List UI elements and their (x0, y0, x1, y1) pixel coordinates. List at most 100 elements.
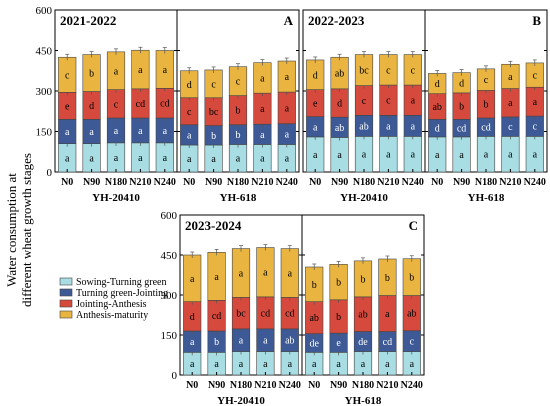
significance-letter: b (336, 278, 341, 289)
significance-letter: c (508, 122, 513, 133)
x-tick-label: N0 (309, 177, 321, 188)
panel-label: A (284, 13, 294, 28)
cultivar-label: YH-618 (220, 192, 257, 204)
significance-letter: bc (209, 107, 219, 118)
significance-letter: a (65, 153, 70, 164)
significance-letter: ab (358, 310, 367, 321)
y-tick-label: 450 (161, 250, 178, 262)
significance-letter: d (459, 78, 464, 89)
y-tick-label: 0 (47, 167, 53, 179)
significance-letter: b (211, 131, 216, 142)
significance-letter: b (385, 273, 390, 284)
significance-letter: a (190, 274, 195, 285)
x-tick-label: N90 (330, 380, 347, 391)
significance-letter: cd (285, 309, 294, 320)
panel-title: 2023-2024 (185, 218, 242, 233)
significance-letter: a (114, 153, 119, 164)
significance-letter: a (163, 65, 168, 76)
x-tick-label: N90 (331, 177, 348, 188)
legend-swatch (59, 299, 73, 308)
significance-letter: e (65, 101, 70, 112)
x-tick-label: N240 (279, 380, 301, 391)
significance-letter: e (336, 338, 341, 349)
cultivar-label: YH-20410 (217, 395, 265, 406)
significance-letter: b (409, 273, 414, 284)
significance-letter: c (484, 75, 489, 86)
significance-letter: a (385, 309, 390, 320)
significance-letter: a (65, 127, 70, 138)
significance-letter: b (484, 100, 489, 111)
significance-letter: a (285, 103, 290, 114)
significance-letter: a (288, 359, 293, 370)
panel-title: 2021-2022 (60, 13, 116, 28)
significance-letter: c (386, 96, 391, 107)
significance-letter: d (435, 124, 440, 135)
x-tick-label: N180 (227, 177, 249, 188)
significance-letter: a (138, 65, 143, 76)
significance-letter: d (187, 80, 192, 91)
significance-letter: a (263, 359, 268, 370)
significance-letter: d (190, 312, 195, 323)
significance-letter: a (459, 150, 464, 161)
x-tick-label: N0 (431, 177, 443, 188)
significance-letter: a (361, 359, 366, 370)
legend-label: Sowing-Turning green (76, 277, 166, 288)
y-tick-label: 0 (172, 370, 178, 382)
x-tick-label: N210 (376, 380, 398, 391)
significance-letter: b (214, 337, 219, 348)
y-tick-label: 300 (161, 290, 178, 302)
significance-letter: a (435, 150, 440, 161)
x-tick-label: N240 (276, 177, 298, 188)
legend-label: Jointing-Anthesis (76, 299, 147, 310)
y-tick-label: 600 (36, 5, 53, 17)
y-tick-label: 600 (161, 210, 178, 222)
x-tick-label: N240 (402, 177, 424, 188)
significance-letter: a (410, 359, 415, 370)
x-tick-label: N90 (208, 380, 225, 391)
significance-letter: a (386, 150, 391, 161)
significance-letter: cd (212, 311, 221, 322)
significance-letter: bc (359, 66, 369, 77)
x-tick-label: N210 (254, 380, 276, 391)
x-tick-label: N210 (129, 177, 151, 188)
significance-letter: a (190, 337, 195, 348)
significance-letter: b (236, 130, 241, 141)
significance-letter: ab (359, 121, 368, 132)
y-tick-label: 300 (36, 86, 53, 98)
significance-letter: a (114, 66, 119, 77)
significance-letter: a (362, 150, 367, 161)
significance-letter: c (411, 65, 416, 76)
x-tick-label: N180 (352, 380, 374, 391)
significance-letter: a (508, 98, 513, 109)
significance-letter: c (114, 99, 119, 110)
significance-letter: a (187, 154, 192, 165)
significance-letter: a (411, 150, 416, 161)
significance-letter: d (89, 101, 94, 112)
significance-letter: c (236, 77, 241, 88)
significance-letter: a (260, 73, 265, 84)
y-tick-label: 450 (36, 46, 53, 58)
cultivar-label: YH-618 (345, 395, 382, 406)
significance-letter: a (260, 104, 265, 115)
significance-letter: b (312, 280, 317, 291)
legend-swatch (59, 310, 73, 319)
legend-label: Anthesis-maturity (76, 310, 148, 321)
significance-letter: a (211, 154, 216, 165)
significance-letter: a (114, 126, 119, 137)
significance-letter: b (89, 69, 94, 80)
significance-letter: a (190, 359, 195, 370)
significance-letter: a (386, 121, 391, 132)
significance-letter: d (435, 79, 440, 90)
significance-letter: b (361, 274, 366, 285)
significance-letter: c (187, 107, 192, 118)
x-tick-label: N180 (105, 177, 127, 188)
significance-letter: c (211, 79, 216, 90)
significance-letter: a (163, 126, 168, 137)
x-tick-label: N0 (61, 177, 73, 188)
significance-letter: a (138, 153, 143, 164)
significance-letter: a (89, 127, 94, 138)
significance-letter: cd (383, 337, 392, 348)
x-tick-label: N90 (453, 177, 470, 188)
significance-letter: ab (407, 309, 416, 320)
significance-letter: de (309, 339, 319, 350)
